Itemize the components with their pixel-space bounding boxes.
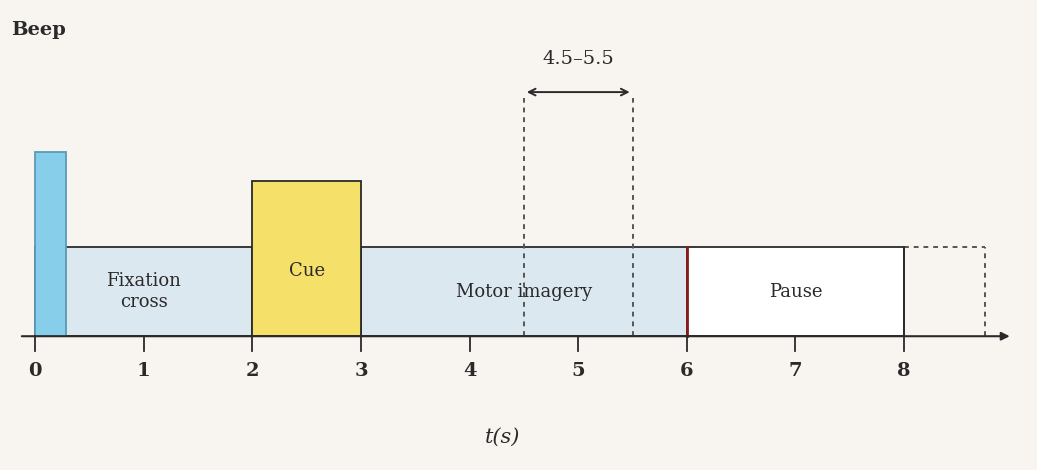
Text: 1: 1: [137, 362, 150, 380]
Text: Motor imagery: Motor imagery: [456, 282, 592, 301]
Text: Pause: Pause: [768, 282, 822, 301]
Bar: [35, 152, 65, 336]
Text: 3: 3: [355, 362, 368, 380]
Bar: [361, 247, 686, 336]
Text: 0: 0: [29, 362, 43, 380]
Bar: [686, 247, 904, 336]
Text: Beep: Beep: [11, 21, 66, 39]
Text: 8: 8: [897, 362, 910, 380]
Text: 2: 2: [246, 362, 259, 380]
Text: 5: 5: [571, 362, 585, 380]
Text: 6: 6: [680, 362, 694, 380]
Bar: [35, 247, 252, 336]
Text: 4.5–5.5: 4.5–5.5: [542, 50, 614, 68]
Text: 7: 7: [788, 362, 802, 380]
Text: Fixation
cross: Fixation cross: [107, 272, 181, 311]
Text: t(s): t(s): [484, 428, 520, 447]
Text: Cue: Cue: [288, 262, 325, 280]
Bar: [252, 181, 361, 336]
Text: 4: 4: [463, 362, 476, 380]
